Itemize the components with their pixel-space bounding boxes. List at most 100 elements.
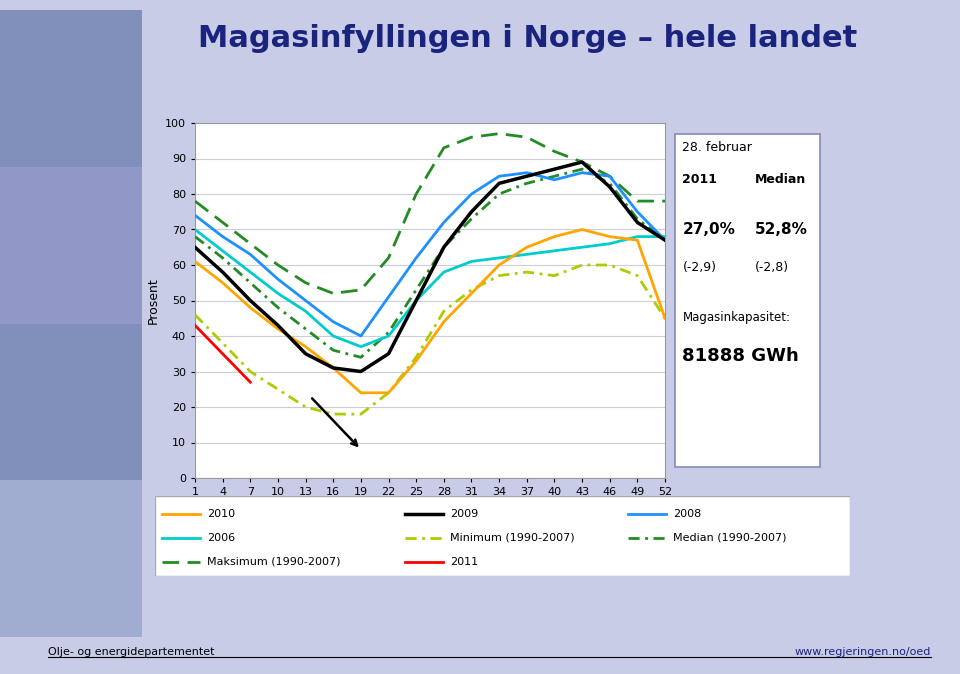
Text: 52,8%: 52,8% bbox=[756, 222, 808, 237]
2010 bbox=[189, 257, 201, 266]
2008 bbox=[327, 317, 339, 326]
Text: Minimum (1990-2007): Minimum (1990-2007) bbox=[450, 532, 575, 543]
Minimum (1990-2007) bbox=[604, 261, 615, 269]
2010 bbox=[438, 317, 449, 326]
Line: Maksimum (1990-2007): Maksimum (1990-2007) bbox=[195, 133, 665, 293]
Median (1990-2007) bbox=[576, 165, 588, 173]
Y-axis label: Prosent: Prosent bbox=[147, 277, 159, 324]
2006 bbox=[576, 243, 588, 251]
2008 bbox=[300, 297, 311, 305]
Line: 2009: 2009 bbox=[195, 162, 665, 371]
Median (1990-2007) bbox=[521, 179, 533, 187]
Maksimum (1990-2007) bbox=[300, 279, 311, 287]
2009 bbox=[245, 297, 256, 305]
2008 bbox=[189, 211, 201, 219]
Maksimum (1990-2007) bbox=[466, 133, 477, 142]
2008 bbox=[632, 208, 643, 216]
Maksimum (1990-2007) bbox=[383, 254, 395, 262]
Median (1990-2007) bbox=[273, 303, 284, 311]
Maksimum (1990-2007) bbox=[245, 240, 256, 248]
Median (1990-2007) bbox=[383, 328, 395, 336]
Maksimum (1990-2007) bbox=[189, 197, 201, 205]
2010 bbox=[411, 357, 422, 365]
Line: 2010: 2010 bbox=[195, 230, 665, 393]
Median (1990-2007) bbox=[189, 233, 201, 241]
Line: 2011: 2011 bbox=[195, 326, 251, 382]
2009 bbox=[189, 243, 201, 251]
2009 bbox=[327, 364, 339, 372]
Text: 81888 GWh: 81888 GWh bbox=[683, 346, 799, 365]
Median (1990-2007) bbox=[549, 172, 561, 180]
2006 bbox=[493, 254, 505, 262]
2011 bbox=[189, 321, 201, 330]
2011 bbox=[217, 350, 228, 358]
Minimum (1990-2007) bbox=[576, 261, 588, 269]
2008 bbox=[549, 176, 561, 184]
2010 bbox=[632, 236, 643, 244]
Text: (-2,9): (-2,9) bbox=[683, 262, 716, 274]
Maksimum (1990-2007) bbox=[217, 218, 228, 226]
2010 bbox=[604, 233, 615, 241]
Minimum (1990-2007) bbox=[438, 307, 449, 315]
Median (1990-2007) bbox=[217, 254, 228, 262]
Minimum (1990-2007) bbox=[300, 403, 311, 411]
Median (1990-2007) bbox=[300, 325, 311, 333]
2010 bbox=[576, 226, 588, 234]
2008 bbox=[466, 190, 477, 198]
2009 bbox=[273, 321, 284, 330]
Median (1990-2007) bbox=[327, 346, 339, 355]
2010 bbox=[217, 279, 228, 287]
Minimum (1990-2007) bbox=[632, 272, 643, 280]
2006 bbox=[632, 233, 643, 241]
2006 bbox=[521, 250, 533, 258]
Median (1990-2007) bbox=[355, 353, 367, 361]
Text: 2010: 2010 bbox=[207, 510, 235, 520]
Text: (-2,8): (-2,8) bbox=[756, 262, 789, 274]
Text: 28. februar: 28. februar bbox=[683, 141, 753, 154]
Text: www.regjeringen.no/oed: www.regjeringen.no/oed bbox=[795, 647, 931, 657]
2006 bbox=[411, 297, 422, 305]
2006 bbox=[327, 332, 339, 340]
Minimum (1990-2007) bbox=[411, 353, 422, 361]
2009 bbox=[300, 350, 311, 358]
Median (1990-2007) bbox=[438, 243, 449, 251]
2008 bbox=[245, 250, 256, 258]
Text: Olje- og energidepartementet: Olje- og energidepartementet bbox=[48, 647, 214, 657]
2010 bbox=[549, 233, 561, 241]
Text: Magasinfyllingen i Norge – hele landet: Magasinfyllingen i Norge – hele landet bbox=[199, 24, 857, 53]
Line: 2006: 2006 bbox=[195, 230, 665, 346]
Line: Minimum (1990-2007): Minimum (1990-2007) bbox=[195, 265, 665, 414]
Text: 2006: 2006 bbox=[207, 532, 235, 543]
Line: Median (1990-2007): Median (1990-2007) bbox=[195, 169, 665, 357]
Minimum (1990-2007) bbox=[245, 367, 256, 375]
Median (1990-2007) bbox=[604, 179, 615, 187]
2008 bbox=[217, 233, 228, 241]
2009 bbox=[355, 367, 367, 375]
2006 bbox=[189, 226, 201, 234]
2008 bbox=[411, 254, 422, 262]
2006 bbox=[245, 268, 256, 276]
Text: 2011: 2011 bbox=[450, 557, 478, 567]
Median (1990-2007) bbox=[411, 286, 422, 294]
2008 bbox=[438, 218, 449, 226]
Maksimum (1990-2007) bbox=[438, 144, 449, 152]
Minimum (1990-2007) bbox=[273, 386, 284, 394]
2008 bbox=[660, 236, 671, 244]
2010 bbox=[493, 261, 505, 269]
Minimum (1990-2007) bbox=[521, 268, 533, 276]
Minimum (1990-2007) bbox=[217, 339, 228, 347]
2009 bbox=[632, 218, 643, 226]
2009 bbox=[493, 179, 505, 187]
2009 bbox=[660, 236, 671, 244]
2009 bbox=[411, 297, 422, 305]
Minimum (1990-2007) bbox=[383, 389, 395, 397]
Text: Magasinkapasitet:: Magasinkapasitet: bbox=[683, 311, 790, 324]
2010 bbox=[273, 325, 284, 333]
2006 bbox=[660, 233, 671, 241]
2008 bbox=[273, 275, 284, 283]
Bar bbox=[0, 10, 142, 166]
2009 bbox=[549, 165, 561, 173]
2006 bbox=[355, 342, 367, 350]
2010 bbox=[327, 364, 339, 372]
Maksimum (1990-2007) bbox=[355, 286, 367, 294]
